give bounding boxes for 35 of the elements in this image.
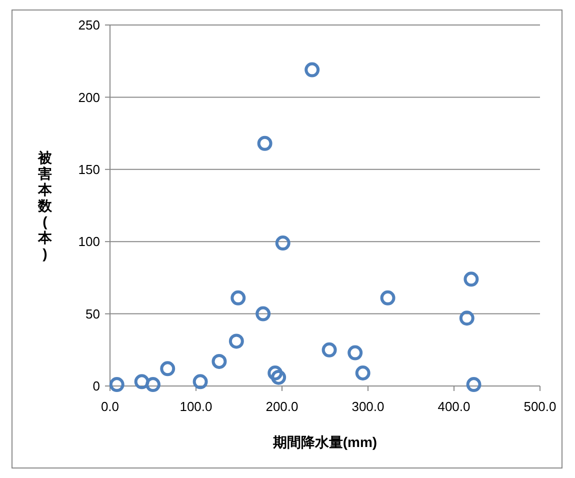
point bbox=[271, 370, 286, 385]
point bbox=[257, 136, 272, 151]
y-tick-label: 250 bbox=[78, 18, 100, 33]
y-tick-label: 150 bbox=[78, 162, 100, 177]
x-tick-label: 300.0 bbox=[352, 399, 384, 414]
point bbox=[146, 377, 160, 392]
y-tick-label: 100 bbox=[78, 234, 100, 250]
point bbox=[380, 290, 396, 306]
point bbox=[304, 62, 320, 78]
x-tick-label: 100.0 bbox=[180, 399, 212, 414]
x-tick-label: 400.0 bbox=[438, 399, 470, 414]
y-tick-label: 50 bbox=[86, 306, 100, 322]
point bbox=[322, 342, 337, 358]
point bbox=[256, 306, 271, 322]
point bbox=[230, 290, 246, 306]
x-tick-label: 0.0 bbox=[100, 399, 120, 414]
point bbox=[228, 334, 244, 349]
point bbox=[268, 366, 283, 381]
point bbox=[192, 374, 208, 390]
y-tick-label: 0 bbox=[92, 378, 100, 394]
point bbox=[464, 272, 479, 287]
point bbox=[134, 374, 150, 390]
x-tick-label: 500.0 bbox=[524, 399, 556, 414]
y-axis-title: 被害本数(本) bbox=[37, 149, 53, 262]
point bbox=[275, 236, 290, 251]
point bbox=[348, 345, 363, 360]
x-axis-title: 期間降水量(mm) bbox=[272, 434, 378, 450]
point bbox=[212, 354, 227, 369]
x-tick-label: 200.0 bbox=[266, 399, 298, 414]
point bbox=[459, 310, 474, 326]
point bbox=[109, 377, 124, 392]
point bbox=[466, 377, 482, 392]
y-tick-label: 200 bbox=[78, 90, 100, 105]
point bbox=[355, 366, 370, 381]
point bbox=[160, 361, 176, 376]
